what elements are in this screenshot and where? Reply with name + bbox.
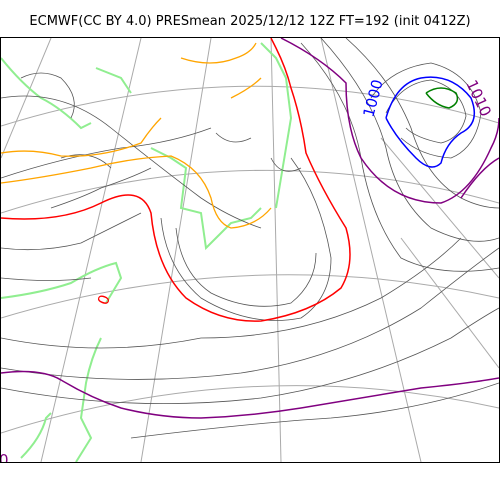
chart-title: ECMWF(CC BY 4.0) PRESmean 2025/12/12 12Z… [29,14,471,29]
isobar-1020 [1,38,351,322]
coastlines [1,42,293,462]
contour-label-1000: 1000 [359,77,386,119]
graticule [1,38,499,462]
map-canvas: 1000 1010 0 0 [1,38,499,462]
isobar-1010-lower [1,370,499,419]
thin-isobars [1,38,499,439]
isobar-1010-upper [280,38,499,204]
isobar-1010-right [460,157,499,199]
isobar-1000 [385,76,476,168]
contour-label-1010: 1010 [462,77,494,119]
low-centre [425,87,459,109]
contour-label-1010-lower: 0 [1,451,9,462]
weather-map: 1000 1010 0 0 [0,37,500,463]
orange-isobars [1,42,272,229]
